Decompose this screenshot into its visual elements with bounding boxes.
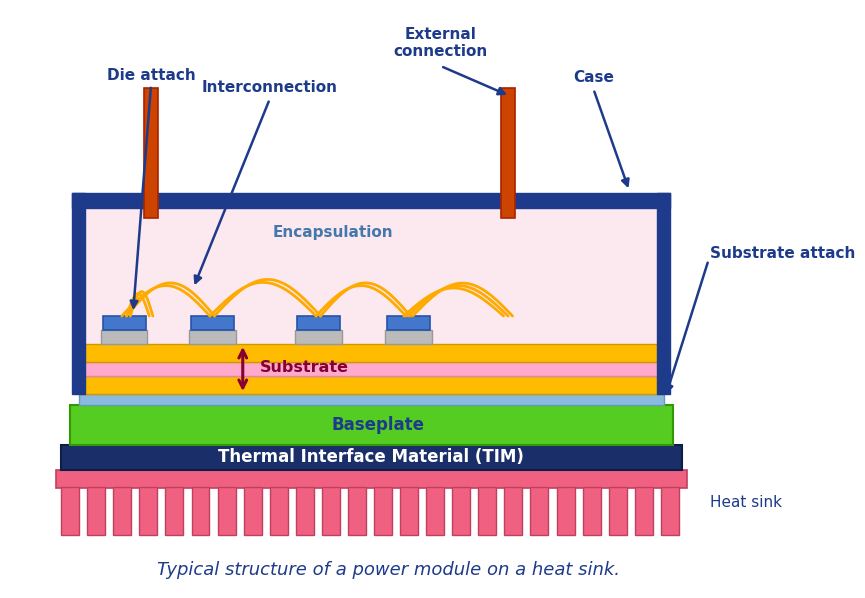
Text: External
connection: External connection: [394, 27, 488, 59]
Bar: [478, 487, 497, 535]
Bar: [79, 362, 663, 376]
Bar: [452, 487, 471, 535]
Bar: [270, 487, 288, 535]
Text: Encapsulation: Encapsulation: [272, 225, 393, 240]
Bar: [635, 487, 653, 535]
Bar: [102, 316, 145, 330]
Text: Case: Case: [573, 71, 614, 86]
Bar: [72, 193, 85, 394]
Bar: [530, 487, 548, 535]
Text: Die attach: Die attach: [106, 68, 195, 83]
Bar: [72, 193, 670, 208]
Bar: [139, 487, 157, 535]
Text: Thermal Interface Material (TIM): Thermal Interface Material (TIM): [218, 448, 524, 466]
Bar: [244, 487, 261, 535]
Bar: [296, 487, 314, 535]
Bar: [191, 487, 209, 535]
Bar: [79, 394, 663, 405]
Bar: [55, 470, 687, 488]
Bar: [501, 88, 516, 218]
Bar: [61, 445, 682, 470]
Bar: [189, 330, 235, 344]
Text: Baseplate: Baseplate: [331, 416, 424, 434]
Bar: [61, 487, 79, 535]
Bar: [385, 330, 432, 344]
Bar: [144, 88, 158, 218]
Bar: [583, 487, 600, 535]
Bar: [87, 487, 106, 535]
Bar: [165, 487, 183, 535]
Bar: [100, 330, 147, 344]
Bar: [79, 344, 663, 362]
Bar: [70, 405, 673, 445]
Text: Typical structure of a power module on a heat sink.: Typical structure of a power module on a…: [157, 561, 620, 579]
Bar: [400, 487, 418, 535]
Bar: [79, 376, 663, 394]
Text: Interconnection: Interconnection: [202, 81, 337, 96]
Bar: [190, 316, 234, 330]
Bar: [556, 487, 574, 535]
Bar: [609, 487, 627, 535]
Bar: [348, 487, 366, 535]
Bar: [657, 193, 670, 394]
Bar: [72, 208, 670, 394]
Bar: [387, 316, 430, 330]
Bar: [218, 487, 235, 535]
Bar: [661, 487, 679, 535]
Text: Substrate attach: Substrate attach: [710, 246, 855, 261]
Bar: [113, 487, 131, 535]
Bar: [504, 487, 522, 535]
Bar: [322, 487, 340, 535]
Text: Substrate: Substrate: [260, 359, 349, 374]
Bar: [297, 316, 340, 330]
Text: Heat sink: Heat sink: [710, 495, 782, 510]
Bar: [295, 330, 342, 344]
Bar: [426, 487, 444, 535]
Bar: [374, 487, 392, 535]
